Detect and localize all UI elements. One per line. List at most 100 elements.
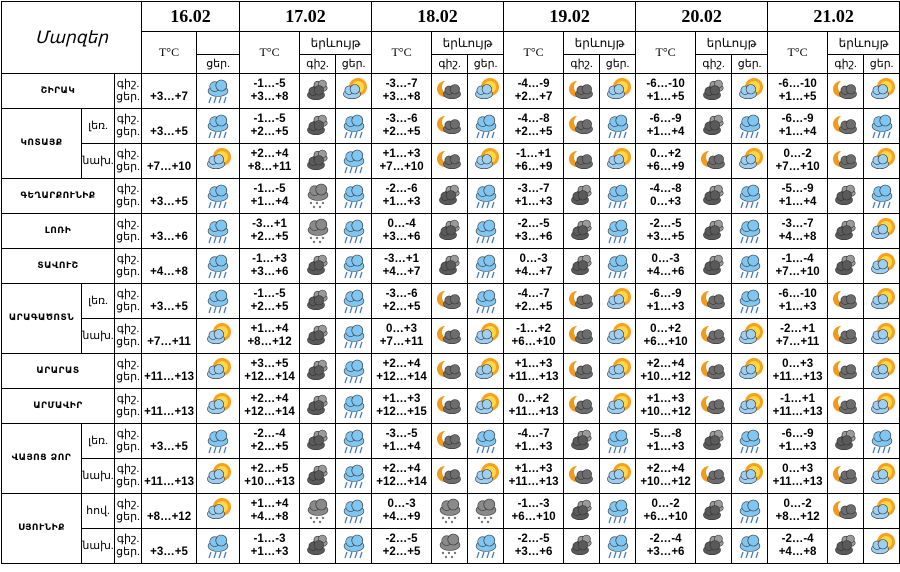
weather-icon <box>307 498 328 524</box>
icon-cell <box>731 213 769 249</box>
weather-icon <box>832 290 857 310</box>
icon-cell <box>196 143 241 179</box>
region-name: ՍՅՈՒՆԻՔ <box>1 493 82 564</box>
cloud <box>343 359 364 377</box>
cloud <box>442 364 461 380</box>
cloud <box>570 540 589 556</box>
rain <box>740 131 759 139</box>
weather-icon <box>343 534 364 559</box>
cloud <box>343 534 364 552</box>
weather-icon <box>436 430 461 450</box>
night-temp: -6…-9 <box>781 428 814 440</box>
temperature: -6…-9 +1…+4 <box>767 108 829 144</box>
cloud <box>702 260 721 276</box>
weather-icon <box>832 325 857 345</box>
period: գիշ. ցեր. <box>113 73 143 109</box>
night-temp: 0…-2 <box>651 498 680 510</box>
region-name: ՎԱՅՈՑ ՁՈՐ <box>1 423 82 494</box>
weather-icon <box>607 429 628 454</box>
day-label: ցեր. <box>116 161 140 173</box>
temperature: -2…-5 +3…+6 <box>503 528 565 564</box>
region-name: ՏԱՎՈՒՇ <box>1 248 115 284</box>
icon-cell <box>335 388 373 424</box>
temperature: -1…-5 +2…+5 <box>239 283 301 319</box>
cloud <box>739 254 760 272</box>
table-body: ՇԻՐԱԿ գիշ. ցեր. +3…+7 -1…-5 +3…+8 -3…-7 +3…+8 -4… <box>1 73 900 564</box>
cloud <box>607 254 628 272</box>
night-label: գիշ. <box>116 428 140 440</box>
day-temp: +2…+7 <box>514 91 553 103</box>
icon-cell <box>431 283 469 319</box>
cloud <box>343 429 364 447</box>
night-temp: 0…-2 <box>783 148 812 160</box>
icon-cell <box>731 178 769 214</box>
region-name: ԳԵՂԱՐՔՈՒՆԻՔ <box>1 178 115 214</box>
temperature: +11…+13 <box>141 388 198 424</box>
night-temp: 0…-3 <box>387 498 416 510</box>
weather-icon <box>739 114 760 139</box>
weather-icon <box>606 148 631 170</box>
day-label: ցեր. <box>116 406 140 418</box>
weather-icon <box>343 429 364 454</box>
day-temp: +3…+5 <box>150 196 188 208</box>
day-temp: +8…+12 <box>247 336 292 348</box>
night-label: գիշ. <box>116 113 140 125</box>
weather-icon <box>568 360 593 380</box>
temperature: +3…+5 <box>141 178 198 214</box>
day-temp: +11…+13 <box>508 406 559 418</box>
night-temp: +1…+3 <box>646 393 685 405</box>
icon-cell <box>827 73 865 109</box>
rain <box>208 201 227 209</box>
rain <box>208 271 227 279</box>
night-label: գիշ. <box>116 148 140 160</box>
temperature: -5…-8 +1…+3 <box>635 423 697 459</box>
weather-icon <box>438 219 460 241</box>
temperature: +2…+4 +10…+12 <box>635 458 697 494</box>
icon-cell <box>335 423 373 459</box>
icon-cell <box>563 108 601 144</box>
weather-icon <box>207 498 232 520</box>
rain <box>475 131 495 139</box>
temperature: +1…+3 +11…+13 <box>503 353 565 389</box>
icon-cell <box>695 73 733 109</box>
day-temp: +8…+12 <box>146 511 192 523</box>
cloud <box>606 329 625 345</box>
rain <box>607 446 627 454</box>
rain <box>475 236 495 244</box>
cloud <box>606 399 625 415</box>
weather-icon <box>739 219 760 244</box>
icon-cell <box>299 318 337 354</box>
weather-icon <box>207 148 232 170</box>
cloud <box>475 219 496 237</box>
weather-icon <box>568 115 593 135</box>
icon-cell <box>335 178 373 214</box>
cloud <box>738 154 757 170</box>
weather-icon <box>606 78 631 100</box>
night-temp: -3…-6 <box>385 288 418 300</box>
period: գիշ. ցեր. <box>113 318 143 354</box>
day-temp: +3…+5 <box>150 546 188 558</box>
temperature: +11…+13 <box>141 353 198 389</box>
rain <box>740 271 759 279</box>
weather-icon <box>570 429 592 451</box>
weather-icon <box>738 148 763 170</box>
weather-icon <box>436 150 461 170</box>
icon-cell <box>196 388 241 424</box>
weather-icon <box>207 254 229 279</box>
temperature: +7…+10 <box>141 143 198 179</box>
weather-icon <box>306 429 328 451</box>
night-temp: -6…-10 <box>778 78 817 90</box>
icon-cell <box>695 213 733 249</box>
cloud <box>207 184 229 202</box>
cloud <box>870 329 889 345</box>
icon-cell <box>196 283 241 319</box>
weather-icon <box>739 254 760 279</box>
date: 18.02 <box>371 1 505 32</box>
phenomenon-label: երևույթ <box>695 31 769 55</box>
icon-cell <box>299 353 337 389</box>
weather-icon <box>832 395 857 415</box>
night-label: գիշ. <box>116 78 140 90</box>
temp-label: T°C <box>239 31 301 74</box>
cloud <box>834 190 853 206</box>
